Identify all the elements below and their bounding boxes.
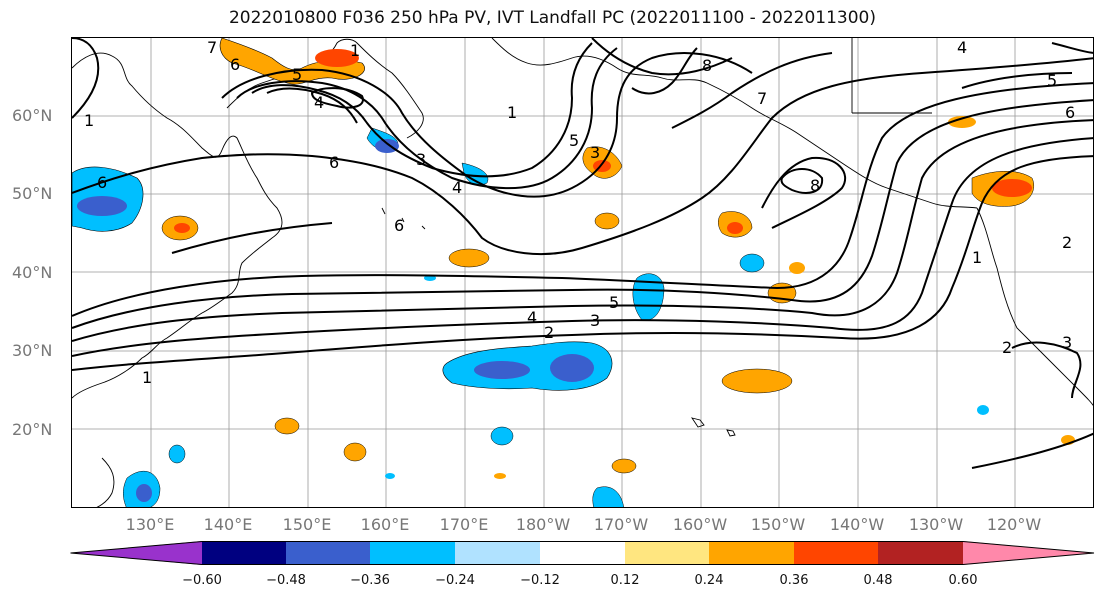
contour-label: 8 xyxy=(702,56,712,75)
contour-label: 8 xyxy=(810,176,820,195)
colorbar-tick: 0.60 xyxy=(948,573,978,588)
contour-label: 1 xyxy=(972,248,982,267)
contour-label: 6 xyxy=(230,55,240,74)
colorbar-tick: 0.36 xyxy=(779,573,809,588)
colorbar-swatch xyxy=(709,541,794,565)
colorbar-swatch xyxy=(455,541,540,565)
lon-label: 120°W xyxy=(986,515,1042,534)
colorbar-swatch xyxy=(540,541,625,565)
contour-label: 2 xyxy=(1002,338,1012,357)
colorbar-tick: −0.24 xyxy=(435,573,475,588)
colorbar-extend-low xyxy=(70,541,202,565)
lat-label: 30°N xyxy=(12,341,53,360)
colorbar-extend-high xyxy=(963,541,1094,565)
contour-label: 6 xyxy=(394,216,404,235)
lon-label: 180°W xyxy=(515,515,571,534)
contour-label: 3 xyxy=(590,143,600,162)
lat-label: 50°N xyxy=(12,184,53,203)
colorbar-swatch xyxy=(202,541,286,565)
lon-label: 170°E xyxy=(439,515,489,534)
lon-label: 160°W xyxy=(672,515,728,534)
map-title: 2022010800 F036 250 hPa PV, IVT Landfall… xyxy=(228,8,876,28)
contour-label: 4 xyxy=(452,178,462,197)
colorbar-tick: −0.48 xyxy=(266,573,306,588)
colorbar-tick: −0.36 xyxy=(350,573,390,588)
colorbar-swatch xyxy=(625,541,709,565)
lat-label: 40°N xyxy=(12,263,53,282)
contour-label: 6 xyxy=(1065,103,1075,122)
lon-label: 140°W xyxy=(829,515,885,534)
contour-label: 3 xyxy=(590,311,600,330)
lon-label: 140°E xyxy=(203,515,253,534)
contour-label: 5 xyxy=(569,131,579,150)
colorbar-tick: 0.12 xyxy=(610,573,640,588)
colorbar-swatch xyxy=(878,541,963,565)
map-canvas: 7 6 1 5 4 6 3 4 6 6 1 5 3 8 7 5 6 8 4 1 … xyxy=(72,38,1093,507)
contour-label: 1 xyxy=(84,111,94,130)
colorbar-tick: 0.48 xyxy=(863,573,893,588)
lon-label: 150°W xyxy=(750,515,806,534)
pv-contours xyxy=(72,38,1093,469)
colorbar xyxy=(70,541,1095,565)
contour-label: 3 xyxy=(1062,333,1072,352)
colorbar-swatch xyxy=(794,541,878,565)
pv-shading xyxy=(72,38,1075,507)
contour-label: 5 xyxy=(1047,71,1057,90)
contour-labels: 7 6 1 5 4 6 3 4 6 6 1 5 3 8 7 5 6 8 4 1 … xyxy=(84,38,1075,387)
contour-label: 4 xyxy=(957,38,967,57)
colorbar-tick: −0.12 xyxy=(520,573,560,588)
colorbar-tick: 0.24 xyxy=(694,573,724,588)
contour-label: 6 xyxy=(329,153,339,172)
lat-label: 60°N xyxy=(12,106,53,125)
contour-label: 1 xyxy=(507,103,517,122)
lat-label: 20°N xyxy=(12,420,53,439)
contour-label: 1 xyxy=(142,368,152,387)
contour-label: 2 xyxy=(1062,233,1072,252)
contour-label: 3 xyxy=(416,150,426,169)
contour-label: 2 xyxy=(544,323,554,342)
lon-label: 130°E xyxy=(125,515,175,534)
contour-label: 6 xyxy=(97,173,107,192)
map-panel: 7 6 1 5 4 6 3 4 6 6 1 5 3 8 7 5 6 8 4 1 … xyxy=(71,37,1094,508)
coastlines xyxy=(72,38,1093,507)
contour-label: 5 xyxy=(292,65,302,84)
lon-label: 150°E xyxy=(282,515,332,534)
colorbar-tick: −0.60 xyxy=(182,573,222,588)
colorbar-swatch xyxy=(370,541,455,565)
lon-label: 130°W xyxy=(908,515,964,534)
contour-label: 1 xyxy=(350,41,360,60)
colorbar-swatch xyxy=(286,541,370,565)
graticule xyxy=(72,38,1093,507)
contour-label: 5 xyxy=(609,293,619,312)
contour-label: 7 xyxy=(207,38,217,57)
lon-label: 170°W xyxy=(593,515,649,534)
contour-label: 7 xyxy=(757,89,767,108)
contour-label: 4 xyxy=(314,93,324,112)
contour-label: 4 xyxy=(527,308,537,327)
lon-label: 160°E xyxy=(360,515,410,534)
